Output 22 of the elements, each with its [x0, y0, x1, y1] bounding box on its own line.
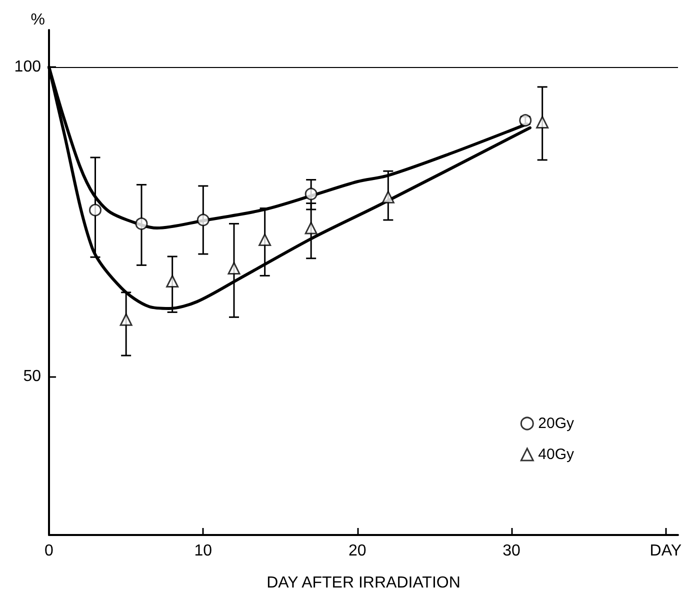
point — [135, 217, 148, 230]
x-tick-label: 20 — [348, 542, 366, 560]
x-tick-label: 0 — [44, 542, 54, 560]
point — [304, 188, 318, 200]
y-axis-title: % — [30, 12, 45, 28]
y-tick-label: 50 — [23, 368, 42, 386]
legend-label: 20Gy — [538, 415, 574, 432]
point — [89, 204, 102, 216]
point — [196, 214, 210, 226]
x-tick-label: 10 — [194, 542, 212, 560]
x-tick-label: DAY — [650, 542, 682, 560]
x-tick-label: 30 — [502, 542, 520, 560]
point — [304, 222, 318, 234]
point — [166, 275, 179, 288]
point — [536, 116, 549, 128]
point — [120, 313, 132, 326]
point — [382, 190, 394, 204]
legend-label: 40Gy — [538, 446, 574, 463]
y-tick-label: 100 — [14, 58, 42, 76]
point — [228, 262, 240, 275]
point — [258, 234, 272, 246]
x-axis-title: DAY AFTER IRRADIATION — [266, 574, 460, 592]
